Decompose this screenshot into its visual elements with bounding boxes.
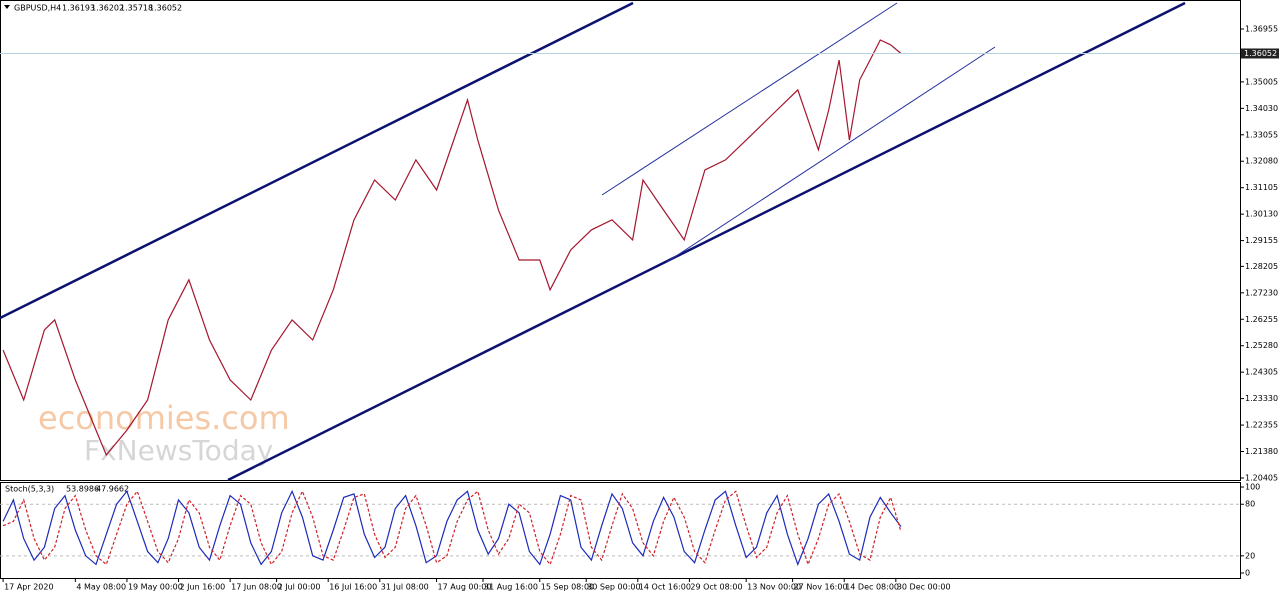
y-tick-label: 1.27230 [1245,288,1278,297]
stoch-title: Stoch(5,3,3) [5,485,54,494]
y-tick-label: 1.32080 [1245,157,1278,166]
y-tick-label: 1.26255 [1245,315,1278,324]
ohlc-value: 1.36202 [91,4,124,13]
x-tick-label: 14 Oct 16:00 [639,583,691,592]
channel-line [0,1,634,320]
y-tick-label: 1.28205 [1245,262,1278,271]
x-tick-label: 13 Nov 00:00 [747,583,801,592]
x-tick-label: 16 Jul 16:00 [329,583,377,592]
y-tick-label: 1.22355 [1245,421,1278,430]
y-tick-label: 80 [1245,500,1255,509]
y-tick-label: 0 [1245,569,1250,578]
x-tick-label: 17 Apr 2020 [4,583,53,592]
x-tick-label: 2 Jul 00:00 [278,583,321,592]
trend-channels [0,1,1186,482]
price-line [2,39,902,457]
x-tick-label: 4 May 08:00 [76,583,126,592]
x-tick-label: 30 Dec 00:00 [897,583,951,592]
x-tick-label: 30 Sep 00:00 [587,583,640,592]
y-tick-label: 1.34030 [1245,104,1278,113]
y-tick-label: 1.23330 [1245,394,1278,403]
price-line [2,489,902,567]
y-tick-label: 20 [1245,551,1255,560]
y-tick-label: 1.25280 [1245,341,1278,350]
y-tick-label: 1.30130 [1245,210,1278,219]
watermark-text: economies.com [38,399,290,437]
last-price-label: 1.36052 [1244,49,1277,58]
x-tick-label: 2 Jun 16:00 [180,583,226,592]
stoch-value: 53.8986 [66,485,99,494]
ohlc-value: 1.35718 [120,4,153,13]
y-tick-label: 1.24305 [1245,368,1278,377]
channel-line [666,46,996,263]
x-tick-label: 17 Aug 00:00 [438,583,492,592]
x-tick-label: 17 Jun 08:00 [231,583,282,592]
x-tick-label: 29 Oct 08:00 [690,583,742,592]
menu-icon [4,5,10,9]
channel-line [227,1,1186,482]
stoch-value: 47.9662 [96,485,129,494]
x-tick-label: 19 May 00:00 [128,583,183,592]
channel-line [601,2,898,196]
ohlc-value: 1.36052 [149,4,182,13]
symbol-title: GBPUSD,H4 [14,4,61,13]
price-line [2,489,902,567]
y-tick-label: 1.33055 [1245,130,1278,139]
watermark: economies.com FxNewsToday [38,399,290,467]
x-tick-label: 14 Dec 08:00 [845,583,899,592]
x-tick-label: 27 Nov 16:00 [794,583,848,592]
y-tick-label: 100 [1245,483,1260,492]
y-tick-label: 1.35005 [1245,77,1278,86]
x-tick-label: 31 Jul 08:00 [381,583,429,592]
y-tick-label: 1.36955 [1245,24,1278,33]
y-tick-label: 1.31105 [1245,183,1278,192]
x-tick-label: 31 Aug 16:00 [484,583,538,592]
x-tick-label: 15 Sep 08:00 [541,583,594,592]
stoch-pane-frame [0,482,1241,579]
y-tick-label: 1.20405 [1245,473,1278,482]
y-tick-label: 1.29155 [1245,236,1278,245]
y-tick-label: 1.21380 [1245,447,1278,456]
ohlc-value: 1.36193 [62,4,95,13]
last-price-box [1241,48,1279,59]
watermark-text: FxNewsToday [84,434,273,467]
